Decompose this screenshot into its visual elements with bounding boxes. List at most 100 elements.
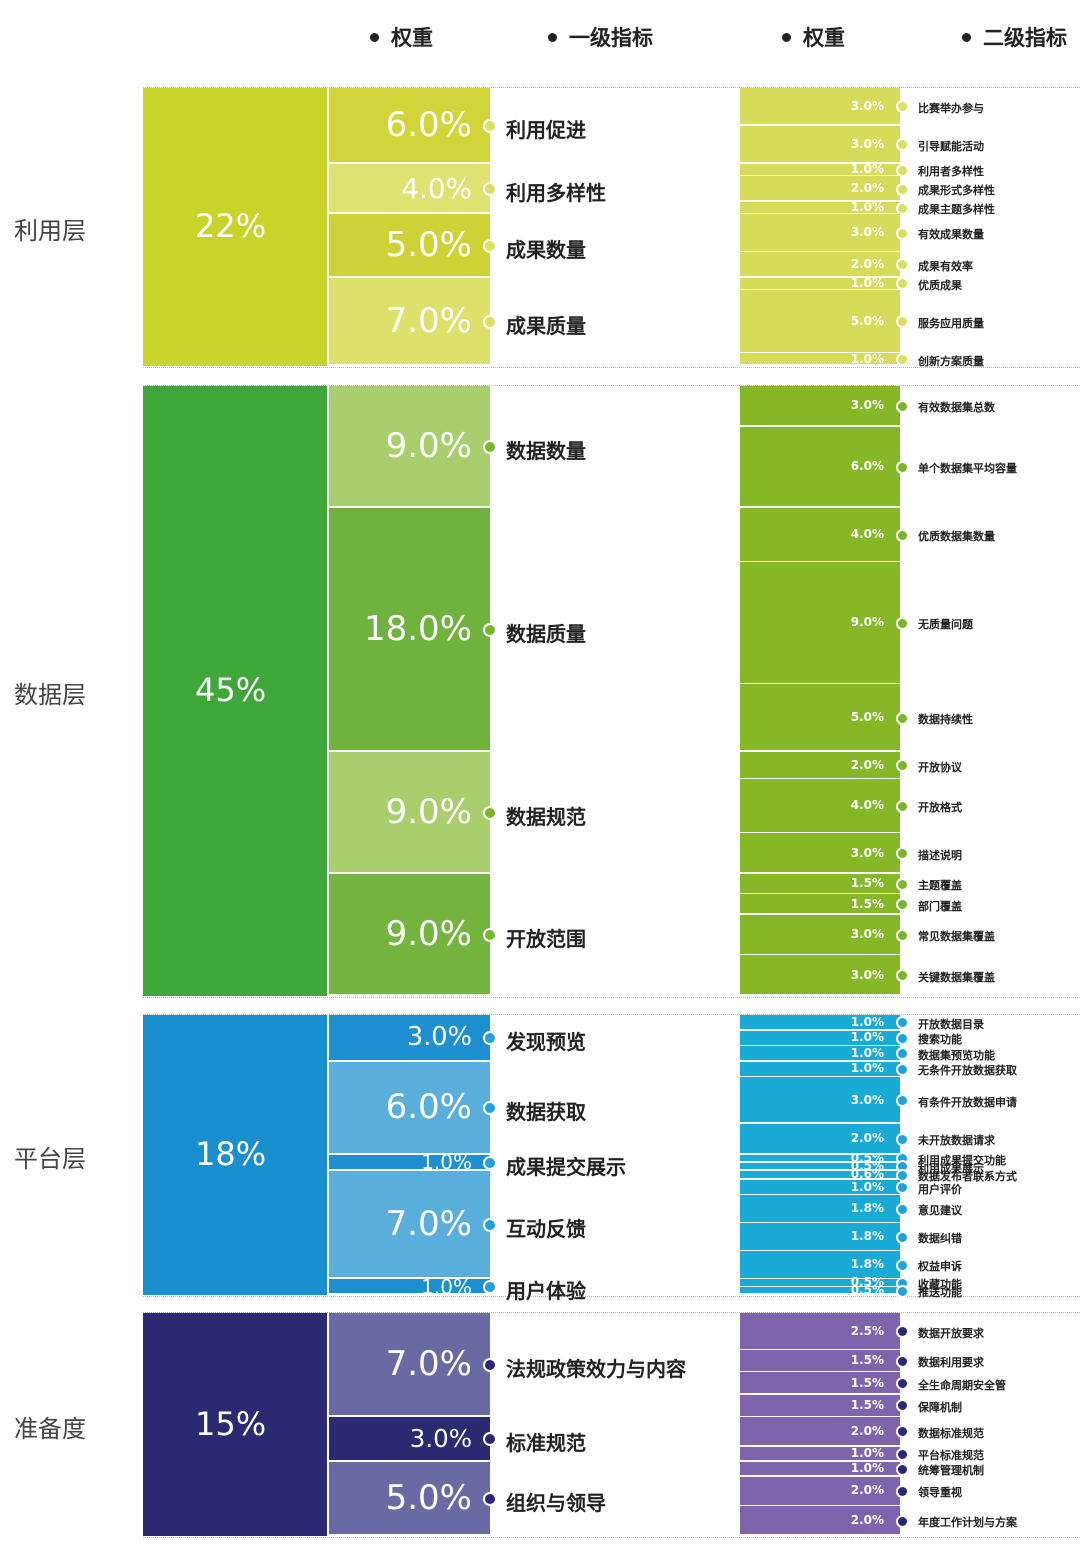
level2-dot-icon: [897, 1464, 907, 1474]
level2-name: 创新方案质量: [918, 354, 984, 368]
level2-dot-icon: [897, 228, 907, 238]
level2-weight: 5.0%: [850, 710, 884, 725]
level2-block: [740, 1155, 900, 1162]
level2-dot-icon: [897, 1232, 907, 1242]
level2-weight: 1.5%: [850, 1397, 884, 1412]
level2-block: [740, 1287, 900, 1294]
level1-block: [329, 214, 490, 276]
level2-weight: 3.0%: [850, 98, 884, 113]
level2-dot-icon: [897, 1064, 907, 1074]
level2-dot-icon: [897, 1183, 907, 1193]
level1-weight: 4.0%: [401, 171, 472, 205]
level1-weight: 7.0%: [385, 300, 472, 341]
level2-weight: 5.0%: [850, 313, 884, 328]
level1-dot-icon: [485, 625, 495, 635]
level1-weight: 9.0%: [385, 913, 472, 954]
level2-dot-icon: [897, 618, 907, 628]
level2-name: 优质数据集数量: [918, 530, 995, 544]
level2-name: 常见数据集覆盖: [918, 930, 995, 943]
level1-name: 发现预览: [506, 1030, 586, 1055]
level2-weight: 2.0%: [850, 1423, 884, 1438]
level1-block: [329, 277, 490, 364]
level2-weight: 1.8%: [850, 1257, 884, 1272]
level2-dot-icon: [897, 971, 907, 981]
level1-weight: 9.0%: [385, 791, 472, 832]
separator-line: [143, 997, 1080, 998]
level2-name: 无质量问题: [918, 618, 973, 632]
level2-weight: 1.5%: [850, 1375, 884, 1390]
level2-weight: 1.0%: [850, 1179, 884, 1194]
level2-block: [740, 779, 900, 832]
level2-dot-icon: [897, 1096, 907, 1106]
level2-weight: 3.0%: [850, 845, 884, 860]
separator-line: [143, 385, 1080, 386]
level1-block: [329, 752, 490, 872]
level1-name: 数据获取: [506, 1100, 586, 1125]
level2-name: 有条件开放数据申请: [918, 1095, 1017, 1109]
level2-weight: 1.0%: [850, 1030, 884, 1045]
level2-dot-icon: [897, 1260, 907, 1270]
level2-dot-icon: [897, 1278, 907, 1288]
level2-weight: 1.0%: [850, 1045, 884, 1060]
level2-block: [740, 1162, 900, 1170]
level1-dot-icon: [485, 1033, 495, 1044]
level2-name: 用户评价: [918, 1182, 962, 1196]
level1-dot-icon: [485, 316, 495, 327]
level2-block: [740, 176, 900, 201]
level2-weight: 3.0%: [850, 927, 884, 941]
level2-block: [740, 1046, 900, 1061]
level2-name: 主题覆盖: [918, 879, 962, 893]
header-label: 一级指标: [569, 26, 653, 50]
level2-block: [740, 252, 900, 277]
level2-dot-icon: [897, 203, 907, 213]
level2-name: 开放协议: [918, 760, 962, 774]
level2-dot-icon: [897, 184, 907, 194]
level1-block: [329, 386, 490, 506]
level2-block: [740, 1350, 900, 1371]
level2-name: 意见建议: [918, 1204, 962, 1218]
bullet-icon: [782, 32, 791, 42]
level1-block: [329, 1061, 490, 1153]
level2-name: 无条件开放数据获取: [918, 1064, 1017, 1078]
level2-dot-icon: [897, 1049, 907, 1059]
level1-block: [329, 874, 490, 994]
level2-dot-icon: [897, 1427, 907, 1437]
level2-block: [740, 1313, 900, 1349]
level2-block: [740, 290, 900, 352]
level2-dot-icon: [897, 879, 907, 889]
level2-name: 成果有效率: [918, 259, 973, 273]
level2-dot-icon: [897, 355, 907, 365]
layer-block: [143, 1313, 327, 1536]
level2-name: 收藏功能: [918, 1278, 962, 1292]
level2-block: [740, 914, 900, 954]
level1-dot-icon: [485, 1103, 495, 1114]
level2-block: [740, 426, 900, 507]
level2-block: [740, 955, 900, 995]
level1-block: [329, 1015, 490, 1060]
level2-weight: 1.0%: [850, 1446, 884, 1461]
level1-name: 成果提交展示: [506, 1154, 626, 1179]
level1-name: 数据数量: [506, 439, 586, 463]
level1-weight: 6.0%: [385, 104, 472, 145]
level2-name: 描述说明: [918, 848, 962, 862]
level2-weight: 2.0%: [850, 181, 884, 196]
level2-weight: 3.0%: [850, 1092, 884, 1107]
separator-line: [143, 87, 1080, 88]
header-weight-2: 权重: [782, 22, 845, 52]
layer-weight: 45%: [195, 671, 267, 709]
level1-weight: 7.0%: [385, 1203, 472, 1244]
level1-dot-icon: [485, 808, 495, 818]
header-level2: 二级指标: [962, 22, 1067, 52]
layer-block: [143, 1015, 327, 1295]
level1-name: 数据规范: [506, 805, 586, 829]
level2-block: [740, 277, 900, 289]
level2-weight: 1.0%: [850, 351, 884, 366]
level1-weight: 7.0%: [385, 1343, 472, 1384]
level2-block: [740, 386, 900, 426]
level2-block: [740, 1417, 900, 1446]
level2-dot-icon: [897, 849, 907, 859]
level2-dot-icon: [897, 279, 907, 289]
bullet-icon: [370, 32, 379, 42]
level2-block: [740, 1372, 900, 1394]
level2-weight: 1.8%: [850, 1201, 884, 1216]
